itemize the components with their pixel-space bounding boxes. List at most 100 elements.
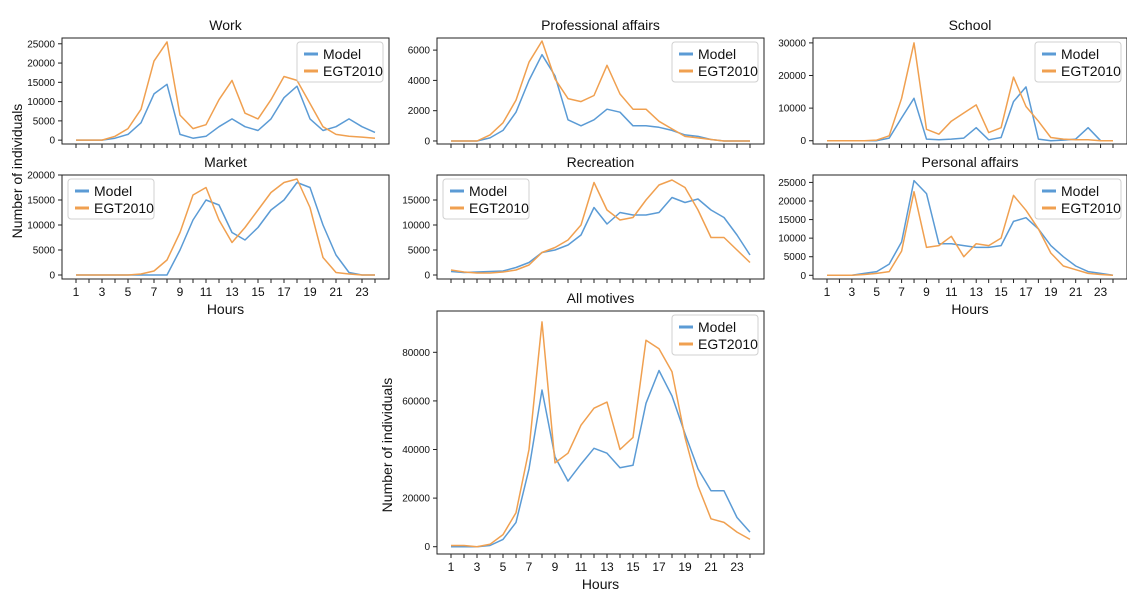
panel-title: All motives: [567, 290, 635, 306]
x-tick-label: 5: [125, 285, 132, 299]
x-tick-label: 15: [251, 285, 265, 299]
series-line-model: [450, 196, 751, 274]
x-tick-label: 9: [177, 285, 184, 299]
x-tick-label: 17: [652, 560, 666, 574]
panel-title: Professional affairs: [541, 17, 660, 33]
series-line-model: [76, 83, 376, 141]
x-tick-label: 7: [898, 285, 905, 299]
x-tick-label: 7: [526, 560, 533, 574]
y-tick-label: 15000: [27, 196, 55, 207]
x-axis-label: Hours: [207, 301, 244, 317]
legend-label: EGT2010: [469, 200, 529, 216]
panel-title: Recreation: [567, 154, 635, 170]
x-tick-label: 21: [704, 560, 718, 574]
x-tick-label: 17: [277, 285, 291, 299]
y-tick-label: 5000: [33, 116, 56, 127]
x-tick-label: 1: [73, 285, 80, 299]
x-tick-label: 19: [1044, 285, 1058, 299]
x-tick-label: 11: [200, 285, 213, 299]
x-tick-label: 5: [873, 285, 880, 299]
chart-panel-professional-affairs: Professional affairs 0 2000 4000 6000 ModelEG…: [408, 17, 765, 148]
plot-frame: [812, 37, 1127, 145]
x-tick-label: 13: [225, 285, 239, 299]
x-tick-label: 19: [303, 285, 317, 299]
legend-box: [671, 41, 759, 83]
y-tick-label: 5000: [33, 246, 56, 257]
y-tick-label: 20000: [778, 71, 806, 82]
series-line-model: [827, 179, 1114, 277]
y-tick-label: 0: [49, 271, 55, 282]
legend-label: Model: [698, 319, 736, 335]
chart-panel-personal-affairs: Personal affairs 0 5000 10000 15000 20000 2500…: [778, 154, 1127, 317]
y-tick-label: 20000: [402, 494, 430, 505]
series-line-egt2010: [450, 179, 751, 274]
legend-label: Model: [323, 46, 361, 62]
x-tick-label: 21: [1069, 285, 1083, 299]
legend-label: EGT2010: [698, 336, 758, 352]
y-tick-label: 15000: [402, 196, 430, 207]
legend-box: [67, 178, 155, 220]
plot-frame: [436, 37, 765, 145]
legend-label: EGT2010: [323, 63, 383, 79]
y-tick-label: 80000: [402, 348, 430, 359]
x-tick-label: 3: [849, 285, 856, 299]
x-tick-label: 19: [678, 560, 692, 574]
legend-label: Model: [469, 183, 507, 199]
x-tick-label: 9: [552, 560, 559, 574]
x-tick-label: 11: [945, 285, 958, 299]
legend-label: EGT2010: [698, 63, 758, 79]
legend-label: Model: [94, 183, 132, 199]
chart-panel-work: Work 0 5000 10000 15000 20000 25000 ModelEGT201…: [27, 17, 390, 148]
y-tick-label: 4000: [408, 76, 431, 87]
y-tick-label: 6000: [408, 46, 431, 57]
x-tick-label: 23: [730, 560, 744, 574]
panel-title: Work: [209, 17, 242, 33]
legend-label: EGT2010: [1061, 200, 1121, 216]
series-line-egt2010: [451, 40, 750, 142]
y-tick-label: 60000: [402, 396, 430, 407]
y-tick-label: 20000: [778, 197, 806, 208]
x-tick-label: 15: [626, 560, 640, 574]
x-tick-label: 1: [824, 285, 831, 299]
x-axis-label: Hours: [582, 576, 619, 592]
legend-box: [442, 178, 530, 220]
series-line-egt2010: [827, 42, 1113, 142]
legend-label: Model: [1061, 183, 1099, 199]
y-tick-label: 10000: [778, 234, 806, 245]
series-line-model: [451, 369, 751, 548]
x-tick-label: 17: [1019, 285, 1033, 299]
plot-frame: [436, 310, 765, 555]
series-line-egt2010: [76, 41, 376, 141]
y-tick-label: 10000: [27, 97, 55, 108]
y-axis-label-top: Number of individuals: [9, 104, 25, 239]
series-line-egt2010: [827, 190, 1114, 277]
x-tick-label: 9: [923, 285, 930, 299]
plot-frame: [812, 174, 1127, 280]
y-tick-label: 30000: [778, 38, 806, 49]
y-axis-label-bottom: Number of individuals: [379, 378, 395, 513]
panel-title: Personal affairs: [921, 154, 1018, 170]
legend-label: Model: [1061, 46, 1099, 62]
y-tick-label: 20000: [27, 171, 55, 182]
y-tick-label: 10000: [778, 104, 806, 115]
y-tick-label: 20000: [27, 59, 55, 70]
y-tick-label: 25000: [27, 39, 55, 50]
y-tick-label: 5000: [784, 252, 807, 263]
legend-label: EGT2010: [94, 200, 154, 216]
y-tick-label: 10000: [402, 221, 430, 232]
series-line-egt2010: [76, 178, 375, 276]
x-tick-label: 5: [500, 560, 507, 574]
x-tick-label: 3: [99, 285, 106, 299]
legend-label: Model: [698, 46, 736, 62]
x-axis-label: Hours: [951, 301, 988, 317]
